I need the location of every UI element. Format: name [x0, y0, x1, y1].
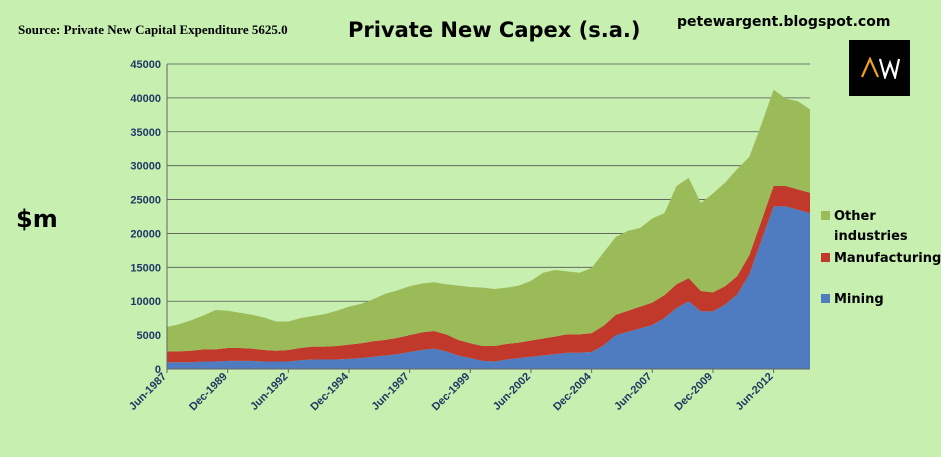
- y-tick-labels: 0 5000 10000 15000 20000 25000 30000 35000 40000…: [130, 59, 161, 376]
- axes: [166, 64, 810, 370]
- aw-logo-mark: [860, 57, 900, 79]
- legend-label: Mining: [834, 292, 884, 307]
- x-tick-label: Dec-1989: [187, 371, 230, 414]
- x-tick-label: Dec-2004: [551, 370, 594, 413]
- y-unit-label: $m: [16, 205, 58, 233]
- stacked-areas: [167, 89, 810, 369]
- chart-title: Private New Capex (s.a.): [348, 18, 641, 42]
- x-tick-labels: Jun-1987 Dec-1989 Jun-1992 Dec-1994 Jun-1997…: [127, 369, 776, 413]
- y-tick-label: 15000: [130, 262, 161, 274]
- y-tick-label: 45000: [130, 59, 161, 71]
- legend-swatch: [821, 253, 830, 262]
- x-tick-label: Jun-1992: [248, 371, 290, 413]
- y-tick-label: 25000: [130, 195, 161, 207]
- area-manufacturing: [167, 186, 810, 363]
- y-tick-label: 20000: [130, 228, 161, 240]
- aw-logo: [849, 40, 910, 96]
- y-tick-label: 40000: [130, 93, 161, 105]
- legend: Other industries Manufacturing Mining: [821, 209, 941, 307]
- y-tick-label: 5000: [137, 330, 161, 342]
- x-tick-label: Jun-2002: [491, 371, 533, 413]
- y-tick-label: 10000: [130, 296, 161, 308]
- legend-label: industries: [834, 229, 908, 244]
- y-tick-label: 0: [155, 364, 161, 376]
- x-tick-label: Jun-1987: [127, 371, 169, 413]
- y-tick-label: 30000: [130, 161, 161, 173]
- y-tick-label: 35000: [130, 127, 161, 139]
- area-mining: [167, 206, 810, 369]
- source-note: Source: Private New Capital Expenditure …: [18, 22, 288, 37]
- legend-label: Manufacturing: [834, 251, 941, 266]
- blog-url: petewargent.blogspot.com: [677, 14, 891, 30]
- x-tick-label: Jun-2007: [612, 371, 654, 413]
- x-tick-label: Dec-1994: [308, 370, 351, 413]
- area-other-industries: [167, 89, 810, 352]
- legend-swatch: [821, 294, 830, 303]
- x-tick-label: Dec-2009: [672, 371, 715, 414]
- legend-label: Other: [834, 209, 876, 224]
- x-tick-label: Jun-2012: [734, 371, 776, 413]
- x-tick-label: Jun-1997: [370, 371, 412, 413]
- x-tick-label: Dec-1999: [430, 371, 473, 414]
- legend-swatch: [821, 211, 830, 220]
